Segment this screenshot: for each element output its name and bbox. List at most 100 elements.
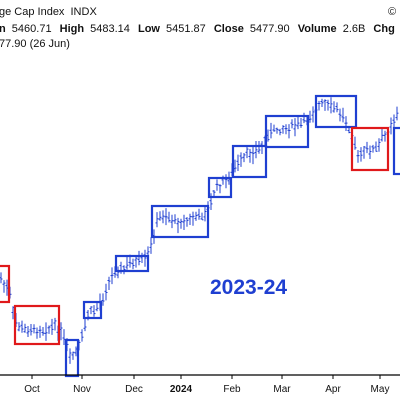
x-tick-label: Dec: [125, 384, 143, 395]
x-tick-label: 2024: [170, 384, 193, 395]
ohlc-bar: [374, 141, 378, 152]
x-tick-label: Mar: [273, 384, 291, 395]
consolidation-box-blue: [392, 126, 400, 176]
ohlc-bar: [332, 101, 336, 113]
close-value: 5477.90: [250, 23, 290, 35]
ohlc-bar: [167, 211, 171, 223]
x-tick-label: Nov: [73, 384, 91, 395]
ohlc-bar: [185, 217, 189, 227]
ohlc-bar: [179, 218, 183, 229]
ohlc-bar: [392, 114, 396, 129]
ohlc-bar: [110, 267, 114, 285]
consolidation-box-red: [13, 304, 61, 346]
ohlc-bar: [143, 249, 147, 267]
consolidation-box-blue: [114, 254, 150, 273]
ohlc-bar: [284, 124, 288, 135]
consolidation-box-red: [0, 264, 11, 304]
consolidation-box-blue: [150, 204, 210, 239]
ohlc-bar: [329, 97, 333, 114]
x-axis-ticks: Oct Nov Dec 2024 Feb Mar Apr May: [24, 375, 389, 395]
ohlc-bar: [122, 265, 126, 275]
ohlc-bar: [140, 252, 144, 263]
close-label: Close: [214, 23, 244, 35]
chg-label: Chg: [373, 23, 394, 35]
ohlc-bar: [248, 148, 252, 163]
ohlc-bar: [383, 130, 387, 142]
ohlc-bar: [224, 174, 228, 189]
ohlc-bar: [170, 214, 174, 229]
ohlc-bar: [236, 154, 240, 171]
ohlc-bar: [47, 325, 51, 334]
open-label: n: [0, 23, 6, 35]
chart-title: ge Cap Index: [0, 6, 65, 18]
ohlc-bar: [338, 108, 342, 122]
ohlc-bar: [362, 146, 366, 159]
consolidation-box-blue: [231, 144, 268, 179]
ohlc-bar: [71, 351, 75, 360]
ohlc-bars: [0, 97, 399, 364]
ohlc-bar: [32, 324, 36, 334]
ohlc-bar: [80, 329, 84, 342]
ohlc-bar: [287, 124, 291, 139]
ohlc-bar: [242, 153, 246, 163]
ohlc-bar: [89, 306, 93, 315]
ohlc-bar: [2, 280, 6, 293]
ohlc-bar: [275, 127, 279, 134]
consolidation-box-blue: [207, 176, 233, 199]
ohlc-bar: [317, 100, 321, 111]
ohlc-bar: [260, 141, 264, 154]
ohlc-bar: [365, 141, 369, 154]
ohlc-bar: [173, 214, 177, 224]
last-value: 77.90 (26 Jun): [0, 38, 70, 50]
chart-ticker: INDX: [71, 6, 98, 18]
ohlc-bar: [44, 322, 48, 341]
ohlc-bar: [272, 124, 276, 132]
ohlc-bar: [290, 119, 294, 129]
year-annotation: 2023-24: [210, 276, 287, 299]
x-tick-label: Oct: [24, 384, 40, 395]
site-mark: ©: [388, 6, 396, 18]
ohlc-bar: [371, 144, 375, 153]
ohlc-bar: [218, 184, 222, 194]
ohlc-bar: [50, 318, 54, 335]
ohlc-bar: [38, 325, 42, 338]
ohlc-bar: [188, 213, 192, 225]
ohlc-bar: [356, 150, 360, 163]
ohlc-bar: [389, 117, 393, 135]
ohlc-bar: [245, 145, 249, 159]
ohlc-bar: [359, 147, 363, 162]
ohlc-bar: [17, 322, 21, 332]
ohlc-bar: [377, 138, 381, 152]
high-label: High: [60, 23, 85, 35]
consolidation-box-blue: [264, 114, 310, 149]
ohlc-bar: [269, 122, 273, 139]
ohlc-bar: [161, 210, 165, 224]
ohlc-bar: [353, 136, 357, 150]
ohlc-bar: [257, 141, 261, 154]
ohlc-bar: [368, 145, 372, 159]
low-value: 5451.87: [166, 23, 206, 35]
volume-label: Volume: [298, 23, 337, 35]
consolidation-box-blue: [64, 338, 80, 378]
ohlc-bar: [296, 116, 300, 130]
ohlc-bar: [299, 118, 303, 128]
ohlc-bar: [26, 326, 30, 337]
x-tick-label: Apr: [325, 384, 341, 395]
ohlc-bar: [92, 305, 96, 317]
ohlc-bar: [146, 246, 150, 257]
ohlc-bar: [323, 99, 327, 111]
ohlc-bar: [191, 211, 195, 226]
ohlc-bar: [341, 107, 345, 123]
ohlc-line: n 5460.71 High 5483.14 Low 5451.87 Close…: [0, 23, 400, 35]
consolidation-box-blue: [82, 300, 103, 320]
consolidation-boxes: [0, 94, 400, 378]
ohlc-bar: [200, 212, 204, 221]
ohlc-bar: [35, 327, 39, 339]
ohlc-bar: [29, 324, 33, 336]
ohlc-bar: [155, 212, 159, 228]
ohlc-bar: [101, 293, 105, 306]
ohlc-bar: [281, 125, 285, 134]
ohlc-bar: [53, 317, 57, 331]
ohlc-bar: [116, 266, 120, 279]
ohlc-bar: [326, 99, 330, 111]
